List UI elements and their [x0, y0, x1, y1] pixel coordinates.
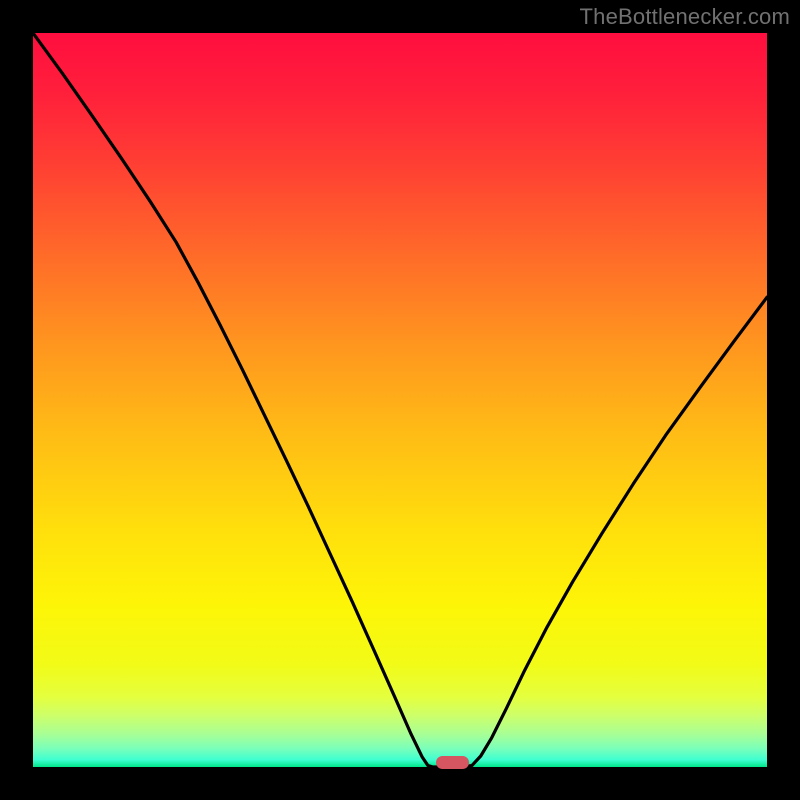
chart-frame: TheBottlenecker.com [0, 0, 800, 800]
watermark-text: TheBottlenecker.com [580, 4, 790, 30]
plot-area [33, 33, 767, 767]
bottleneck-curve [33, 33, 767, 767]
optimal-marker [436, 756, 469, 769]
